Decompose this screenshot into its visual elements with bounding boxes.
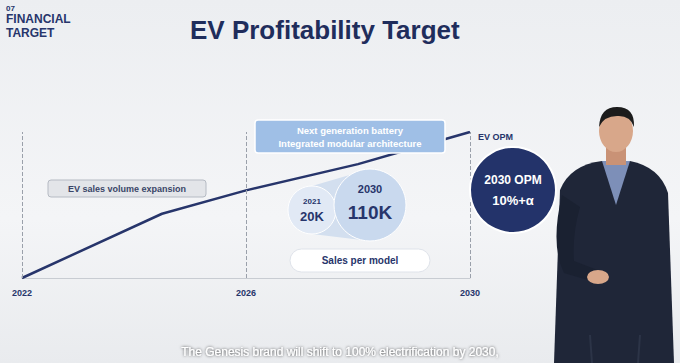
svg-text:Sales per model: Sales per model [322, 255, 399, 266]
svg-text:EV Profitability Target: EV Profitability Target [190, 15, 460, 45]
svg-text:TARGET: TARGET [6, 26, 55, 40]
svg-text:07: 07 [6, 3, 15, 13]
svg-text:2030: 2030 [460, 288, 480, 298]
svg-text:20K: 20K [300, 209, 324, 224]
svg-text:2021: 2021 [303, 197, 321, 206]
svg-text:Next generation battery: Next generation battery [297, 125, 404, 136]
svg-text:2022: 2022 [12, 288, 32, 298]
svg-text:The Genesis brand will shift t: The Genesis brand will shift to 100% ele… [181, 345, 499, 359]
svg-text:FINANCIAL: FINANCIAL [6, 12, 71, 26]
svg-text:2030 OPM: 2030 OPM [484, 173, 541, 187]
svg-text:EV sales volume expansion: EV sales volume expansion [68, 184, 186, 194]
svg-text:2030: 2030 [358, 183, 382, 195]
svg-text:10%+α: 10%+α [492, 193, 534, 208]
svg-text:EV OPM: EV OPM [478, 132, 513, 142]
svg-text:2026: 2026 [236, 288, 256, 298]
svg-text:110K: 110K [348, 202, 393, 223]
svg-text:Integrated modular architectur: Integrated modular architecture [278, 138, 421, 149]
